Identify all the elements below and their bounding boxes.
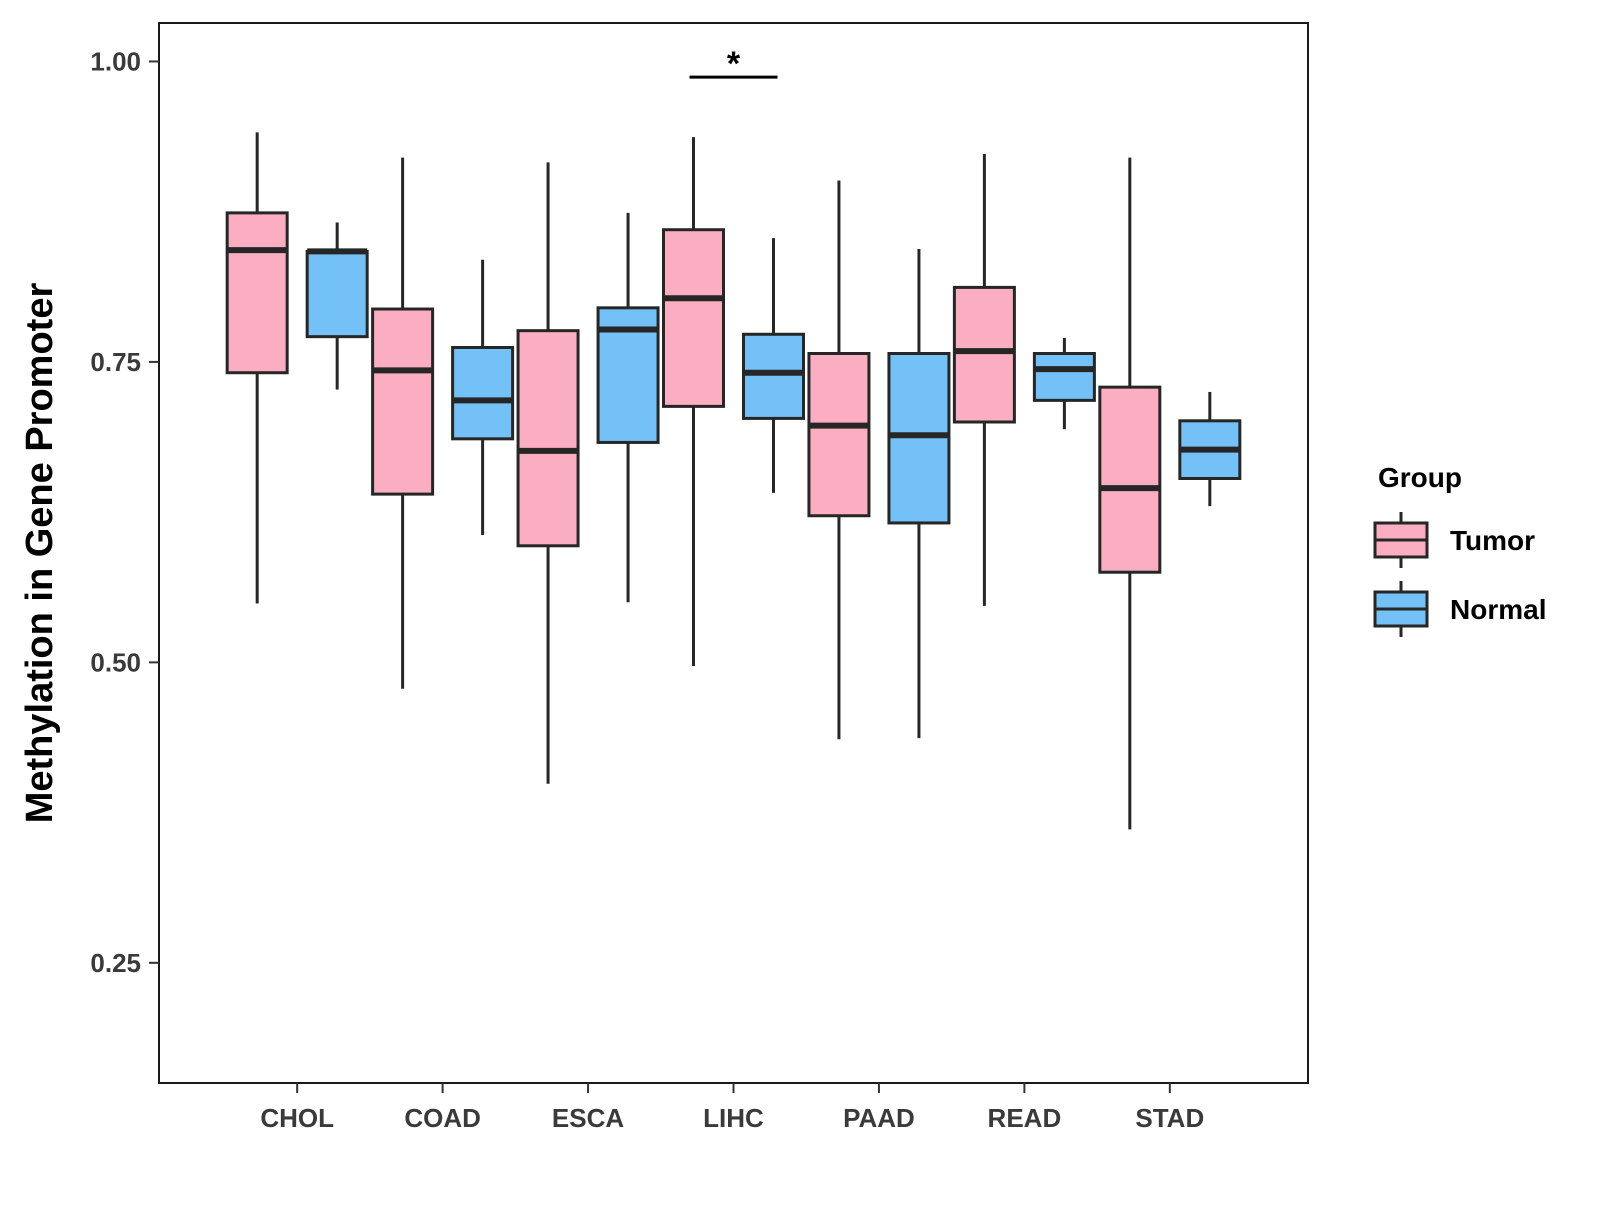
box-tumor-paad (807, 180, 871, 740)
legend-label: Tumor (1450, 525, 1535, 556)
y-tick-label: 0.25 (90, 948, 141, 978)
box-normal-read (1032, 337, 1096, 430)
x-tick-label: ESCA (552, 1103, 624, 1133)
box-body (887, 351, 951, 525)
significance-annotations: * (689, 45, 778, 83)
box-tumor-read (952, 153, 1016, 606)
box-tumor-stad (1098, 157, 1162, 830)
box-body (807, 351, 871, 518)
box-normal-lihc (742, 238, 805, 493)
x-tick-label: CHOL (260, 1103, 334, 1133)
box-body (516, 329, 580, 548)
y-tick-label: 0.75 (90, 347, 141, 377)
box-tumor-lihc (662, 137, 725, 666)
y-tick-label: 1.00 (90, 46, 141, 76)
y-axis: 0.25 0.50 0.75 1.00 (90, 46, 159, 978)
box-normal-paad (887, 248, 951, 739)
x-tick-label: READ (988, 1103, 1062, 1133)
box-normal-stad (1178, 391, 1242, 507)
box-normal-chol (305, 222, 369, 390)
box-normal-esca (596, 212, 660, 603)
box-tumor-esca (516, 162, 580, 784)
legend-label: Normal (1450, 594, 1546, 625)
box-body (1032, 351, 1096, 402)
x-tick-label: PAAD (843, 1103, 915, 1133)
box-body (305, 249, 369, 339)
box-body (451, 345, 515, 441)
y-axis-title: Methylation in Gene Promoter (19, 283, 61, 824)
box-body (662, 228, 725, 408)
significance-label: * (727, 45, 741, 83)
legend: Group Tumor Normal (1373, 462, 1546, 637)
legend-title: Group (1378, 462, 1462, 493)
box-series (225, 132, 1242, 830)
x-tick-label: LIHC (703, 1103, 764, 1133)
x-tick-label: COAD (404, 1103, 481, 1133)
box-body (952, 285, 1016, 424)
box-tumor-coad (371, 157, 435, 689)
x-tick-label: STAD (1135, 1103, 1204, 1133)
box-body (371, 307, 435, 496)
legend-entry-normal: Normal (1373, 581, 1546, 637)
legend-entry-tumor: Tumor (1373, 512, 1535, 568)
box-body (742, 332, 805, 420)
y-tick-label: 0.50 (90, 647, 141, 677)
box-body (225, 211, 289, 375)
x-axis: CHOL COAD ESCA LIHC PAAD READ STAD (260, 1083, 1204, 1133)
box-tumor-chol (225, 132, 289, 604)
box-normal-coad (451, 259, 515, 535)
box-body (1098, 385, 1162, 574)
